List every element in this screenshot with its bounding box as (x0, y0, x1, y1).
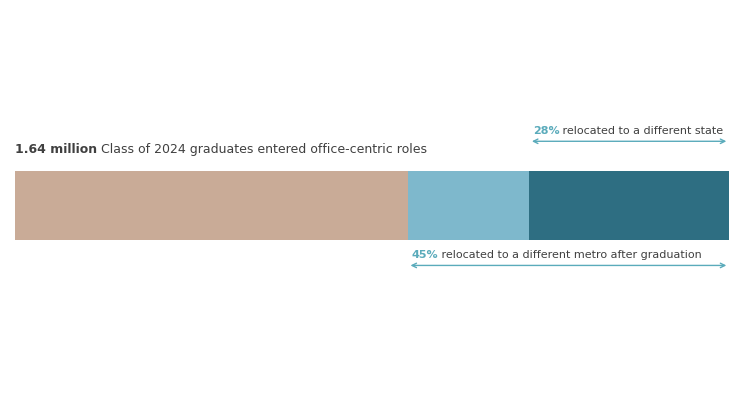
Text: 45%: 45% (411, 250, 438, 260)
Text: Class of 2024 graduates entered office-centric roles: Class of 2024 graduates entered office-c… (97, 143, 427, 156)
Bar (15, 171, 408, 240)
Bar (529, 171, 729, 240)
Text: 1.64 million: 1.64 million (15, 143, 97, 156)
Bar (408, 171, 529, 240)
Text: 28%: 28% (533, 126, 559, 136)
Text: relocated to a different state: relocated to a different state (559, 126, 727, 136)
Text: relocated to a different metro after graduation: relocated to a different metro after gra… (438, 250, 702, 260)
